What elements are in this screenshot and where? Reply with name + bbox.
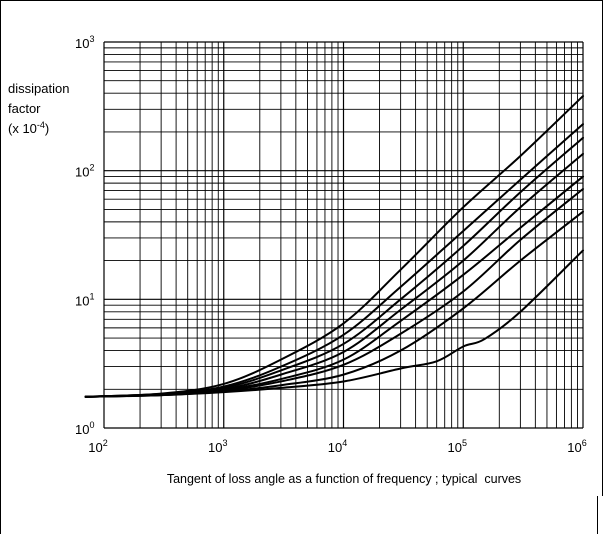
y-axis-label: dissipation factor (x 10-4) [8, 81, 73, 136]
x-tick-exponent: 3 [222, 438, 227, 448]
x-tick-label: 102 [88, 438, 107, 455]
x-tick-exponent: 4 [342, 438, 347, 448]
x-tick-base: 10 [88, 440, 102, 455]
x-tick-base: 10 [328, 440, 342, 455]
y-tick-exponent: 2 [89, 163, 94, 173]
y-axis-label-exp: -4 [37, 120, 45, 130]
x-tick-exponent: 6 [582, 438, 587, 448]
x-tick-label: 105 [448, 438, 467, 455]
y-axis-label-line-3: (x 10 [8, 121, 37, 136]
y-tick-exponent: 0 [89, 420, 94, 430]
y-tick-base: 10 [75, 165, 89, 180]
grid [103, 41, 584, 429]
chart-caption: Tangent of loss angle as a function of f… [167, 472, 521, 486]
y-tick-label: 103 [75, 34, 94, 51]
series-line-6 [84, 188, 584, 398]
x-tick-label: 103 [208, 438, 227, 455]
y-tick-base: 10 [75, 422, 89, 437]
y-tick-label: 101 [75, 291, 94, 308]
x-tick-exponent: 5 [462, 438, 467, 448]
y-axis-label-line-2: factor [8, 101, 41, 116]
y-axis-label-close: ) [45, 121, 49, 136]
y-axis-label-line-1: dissipation [8, 81, 69, 96]
x-tick-base: 10 [567, 440, 581, 455]
y-tick-base: 10 [75, 293, 89, 308]
y-tick-exponent: 3 [89, 34, 94, 44]
x-tick-exponent: 2 [103, 438, 108, 448]
series-line-1 [84, 95, 584, 398]
series-line-8 [84, 249, 584, 398]
y-tick-label: 100 [75, 420, 94, 437]
y-tick-label: 102 [75, 163, 94, 180]
x-tick-label: 104 [328, 438, 347, 455]
x-tick-base: 10 [448, 440, 462, 455]
series-lines [84, 95, 584, 398]
x-tick-base: 10 [208, 440, 222, 455]
y-tick-base: 10 [75, 36, 89, 51]
x-tick-label: 106 [567, 438, 586, 455]
y-tick-exponent: 1 [89, 291, 94, 301]
